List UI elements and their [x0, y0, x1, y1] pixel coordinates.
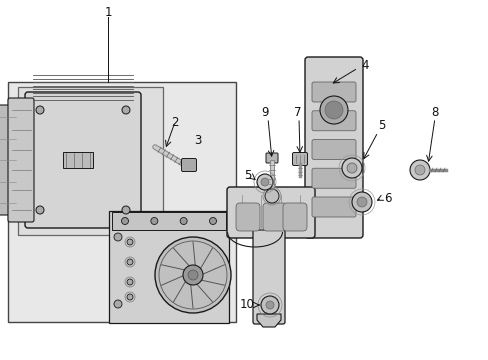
Circle shape [122, 206, 130, 214]
Circle shape [261, 178, 268, 186]
Circle shape [150, 217, 158, 225]
Circle shape [36, 206, 44, 214]
FancyBboxPatch shape [311, 111, 355, 131]
Circle shape [351, 192, 371, 212]
FancyBboxPatch shape [25, 92, 141, 228]
Circle shape [127, 294, 133, 300]
Circle shape [127, 259, 133, 265]
Circle shape [114, 300, 122, 308]
Text: 10: 10 [239, 298, 254, 311]
FancyBboxPatch shape [236, 203, 260, 231]
Circle shape [36, 106, 44, 114]
Polygon shape [257, 314, 281, 327]
FancyBboxPatch shape [305, 57, 362, 238]
FancyBboxPatch shape [181, 158, 196, 171]
Text: 9: 9 [261, 105, 268, 118]
FancyBboxPatch shape [311, 82, 355, 102]
Text: 5: 5 [244, 168, 251, 181]
Text: 6: 6 [384, 192, 391, 204]
Circle shape [183, 265, 203, 285]
Circle shape [127, 279, 133, 285]
Circle shape [261, 296, 279, 314]
Text: 2: 2 [171, 116, 179, 129]
Text: 4: 4 [361, 59, 368, 72]
Bar [8, 82, 236, 322]
Circle shape [264, 189, 279, 203]
Circle shape [114, 233, 122, 241]
Bar [63, 152, 93, 168]
Text: 8: 8 [430, 105, 438, 118]
Bar [18, 87, 163, 235]
FancyBboxPatch shape [265, 153, 278, 163]
Circle shape [265, 301, 273, 309]
FancyBboxPatch shape [252, 230, 285, 324]
FancyBboxPatch shape [109, 211, 228, 323]
Circle shape [127, 239, 133, 245]
Text: 5: 5 [378, 118, 385, 131]
FancyBboxPatch shape [8, 98, 34, 222]
FancyBboxPatch shape [0, 105, 20, 215]
Circle shape [180, 217, 187, 225]
FancyBboxPatch shape [311, 140, 355, 159]
FancyBboxPatch shape [263, 203, 286, 231]
FancyBboxPatch shape [283, 203, 306, 231]
FancyBboxPatch shape [311, 197, 355, 217]
FancyBboxPatch shape [311, 168, 355, 188]
Circle shape [319, 96, 347, 124]
Circle shape [409, 160, 429, 180]
Circle shape [257, 174, 272, 190]
Text: 3: 3 [194, 134, 201, 147]
Circle shape [209, 217, 216, 225]
FancyBboxPatch shape [292, 153, 307, 166]
Circle shape [346, 163, 356, 173]
Circle shape [341, 158, 361, 178]
Circle shape [155, 237, 230, 313]
Text: 1: 1 [104, 5, 112, 18]
Text: 7: 7 [294, 105, 301, 118]
FancyBboxPatch shape [226, 187, 314, 238]
Circle shape [187, 270, 198, 280]
Circle shape [122, 106, 130, 114]
Circle shape [121, 217, 128, 225]
Circle shape [414, 165, 424, 175]
Circle shape [356, 197, 366, 207]
Circle shape [78, 155, 88, 165]
Circle shape [325, 101, 342, 119]
Bar [112, 212, 225, 230]
